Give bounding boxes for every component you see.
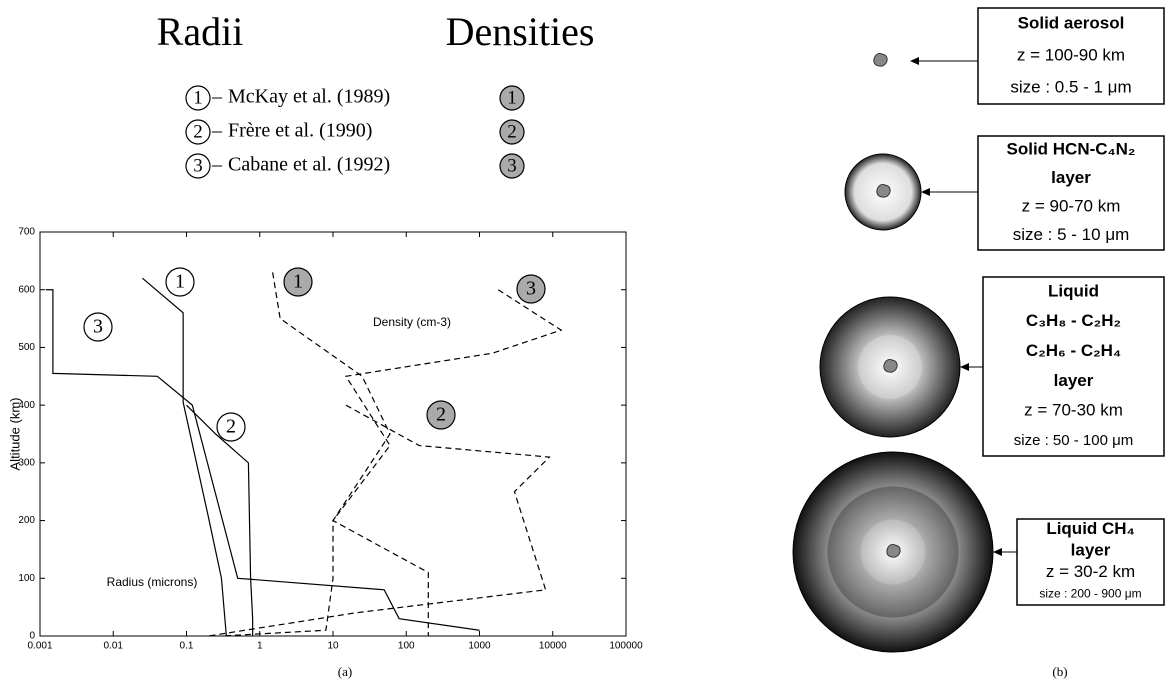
- data-line: [221, 272, 391, 637]
- box-line: size : 200 - 900 μm: [1039, 586, 1141, 600]
- arrow-head: [993, 548, 1002, 556]
- marker-circle: [216, 412, 246, 442]
- data-line: [332, 289, 563, 636]
- marker-label: 1: [175, 271, 185, 293]
- y-tick-label: 500: [18, 342, 35, 353]
- box-line: Liquid: [1048, 281, 1099, 300]
- radius-title: Radii: [157, 9, 244, 54]
- marker-label: 1: [293, 271, 303, 293]
- caption: (b): [1052, 664, 1067, 679]
- box-line: size : 50 - 100 μm: [1014, 432, 1134, 449]
- marker-circle: [516, 274, 546, 304]
- marker-circle: [83, 312, 113, 342]
- label-box: [1016, 518, 1165, 606]
- data-line: [208, 404, 551, 637]
- label-box: [982, 276, 1165, 457]
- y-tick-label: 100: [18, 573, 35, 584]
- box-line: z = 90-70 km: [1022, 197, 1121, 216]
- marker-circle: [426, 400, 456, 430]
- marker-label: 3: [526, 278, 536, 300]
- marker-circle: [185, 153, 211, 179]
- legend-entry: Cabane et al. (1992): [228, 154, 390, 176]
- marker-circle: [185, 85, 211, 111]
- density-title: Densities: [446, 9, 595, 54]
- marker-circle: [499, 119, 525, 145]
- box-line: layer: [1071, 541, 1111, 560]
- y-tick-label: 200: [18, 515, 35, 526]
- x-tick-label: 0.001: [27, 641, 52, 652]
- data-line: [186, 404, 254, 636]
- label-box: [977, 7, 1165, 105]
- box-line: layer: [1051, 168, 1091, 187]
- dash: –: [211, 154, 223, 176]
- arrow-head: [921, 188, 930, 196]
- particle-drawings: [792, 153, 994, 653]
- box-line: size : 0.5 - 1 μm: [1010, 77, 1131, 96]
- y-tick-label: 600: [18, 284, 35, 295]
- y-tick-label: 300: [18, 457, 35, 468]
- box-line: z = 70-30 km: [1024, 401, 1123, 420]
- x-tick-label: 100000: [609, 641, 643, 652]
- dash: –: [211, 120, 223, 142]
- y-axis-label: Altitude (km): [7, 398, 22, 471]
- label-box: [977, 135, 1165, 251]
- marker-label: 3: [193, 155, 203, 176]
- box-line: z = 30-2 km: [1046, 562, 1135, 581]
- box-line: Liquid CH₄: [1046, 519, 1134, 538]
- marker-circle: [499, 85, 525, 111]
- data-line: [45, 289, 480, 631]
- x-tick-label: 0.1: [180, 641, 194, 652]
- data-line: [142, 277, 227, 637]
- y-tick-label: 0: [29, 631, 35, 642]
- annotation: Radius (microns): [107, 575, 198, 589]
- y-tick-label: 700: [18, 227, 35, 238]
- marker-label: 3: [507, 155, 517, 176]
- marker-label: 2: [436, 404, 446, 426]
- box-line: Solid aerosol: [1018, 13, 1125, 32]
- marker-label: 1: [193, 87, 203, 108]
- arrow-head: [960, 363, 969, 371]
- box-line: z = 100-90 km: [1017, 45, 1125, 64]
- aerosol: [876, 184, 891, 198]
- x-tick-label: 1: [257, 641, 263, 652]
- marker-circle: [165, 267, 195, 297]
- marker-circle: [499, 153, 525, 179]
- box-line: C₂H₆ - C₂H₄: [1026, 341, 1121, 360]
- legend-entry: McKay et al. (1989): [228, 86, 390, 108]
- dash: –: [211, 86, 223, 108]
- box-line: layer: [1054, 371, 1094, 390]
- caption: (a): [338, 664, 352, 679]
- x-tick-label: 0.01: [104, 641, 124, 652]
- marker-circle: [283, 267, 313, 297]
- aerosol: [873, 53, 888, 67]
- marker-circle: [185, 119, 211, 145]
- x-tick-label: 100: [398, 641, 415, 652]
- x-tick-label: 10000: [539, 641, 567, 652]
- marker-label: 1: [507, 87, 517, 108]
- marker-label: 2: [226, 416, 236, 438]
- y-tick-label: 400: [18, 400, 35, 411]
- annotation: Density (cm-3): [373, 315, 451, 329]
- aerosol: [883, 359, 898, 373]
- x-tick-label: 1000: [468, 641, 491, 652]
- marker-label: 2: [507, 121, 517, 142]
- box-line: size : 5 - 10 μm: [1013, 225, 1130, 244]
- box-line: C₃H₈ - C₂H₂: [1026, 311, 1121, 330]
- marker-label: 3: [93, 316, 103, 338]
- aerosol: [886, 544, 901, 558]
- legend-entry: Frère et al. (1990): [228, 120, 372, 142]
- arrow-head: [910, 57, 919, 65]
- x-tick-label: 10: [327, 641, 339, 652]
- marker-label: 2: [193, 121, 203, 142]
- box-line: Solid HCN-C₄N₂: [1007, 140, 1136, 159]
